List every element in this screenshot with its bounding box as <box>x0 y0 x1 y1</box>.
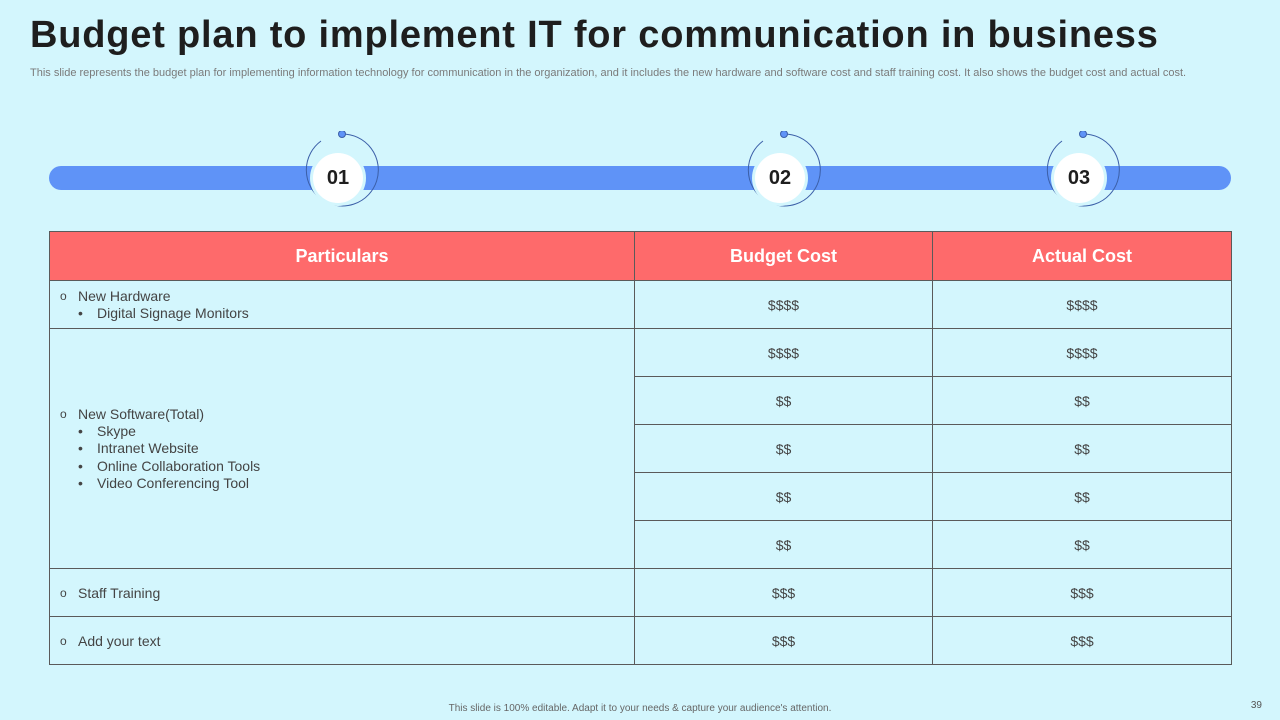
budget-cost-cell: $$$ <box>634 616 933 665</box>
item-label: Add your text <box>78 632 161 649</box>
sub-item: • Intranet Website <box>60 440 634 458</box>
particulars-cell: o New Hardware • Digital Signage Monitor… <box>49 280 635 329</box>
sub-item: • Video Conferencing Tool <box>60 475 634 493</box>
budget-table: Particulars Budget Cost Actual Cost o Ne… <box>49 231 1232 665</box>
step-arc-icon <box>305 131 379 207</box>
item-label: New Hardware <box>78 287 171 304</box>
budget-cost-cell: $$ <box>634 376 933 425</box>
sub-item: • Online Collaboration Tools <box>60 458 634 476</box>
actual-cost-cell: $$ <box>932 520 1232 569</box>
list-item: o Add your text <box>60 632 634 650</box>
particulars-cell: o New Software(Total) • Skype • Intranet… <box>49 328 635 569</box>
table-row: o Staff Training $$$ $$$ <box>49 568 1232 617</box>
bullet-icon: • <box>78 422 83 439</box>
circle-bullet-icon: o <box>60 585 67 600</box>
bullet-icon: • <box>78 475 83 491</box>
step-number-1: 01 <box>313 153 363 203</box>
budget-cost-cell: $$$$ <box>634 280 933 329</box>
header-actual-cost: Actual Cost <box>932 231 1232 281</box>
slide-title: Budget plan to implement IT for communic… <box>30 14 1159 56</box>
step-marker-3: 03 <box>1040 131 1120 211</box>
table-row: $$ $$ <box>50 520 1232 569</box>
table-header-row: Particulars Budget Cost Actual Cost <box>49 231 1232 281</box>
sub-item-label: Digital Signage Monitors <box>97 304 249 321</box>
table-row: o New Software(Total) • Skype • Intranet… <box>49 328 1232 569</box>
budget-cost-cell: $$ <box>634 472 933 521</box>
list-item: o New Hardware <box>60 287 634 305</box>
bullet-icon: • <box>78 457 83 474</box>
actual-cost-cell: $$$ <box>932 616 1232 665</box>
footer-note: This slide is 100% editable. Adapt it to… <box>448 703 832 714</box>
actual-cost-cell: $$$$ <box>932 280 1232 329</box>
circle-bullet-icon: o <box>60 633 67 648</box>
sub-item-label: Intranet Website <box>97 440 199 456</box>
table-row: o Add your text $$$ $$$ <box>49 616 1232 665</box>
circle-bullet-icon: o <box>60 406 67 421</box>
sub-item-label: Online Collaboration Tools <box>97 457 261 474</box>
actual-cost-cell: $$ <box>932 472 1232 521</box>
circle-bullet-icon: o <box>60 288 67 303</box>
step-arc-icon <box>1046 131 1120 207</box>
step-number-3: 03 <box>1054 153 1104 203</box>
item-label: New Software(Total) <box>78 405 205 422</box>
sub-item: • Skype <box>60 423 634 441</box>
budget-cost-cell: $$$$ <box>634 328 933 377</box>
actual-cost-cell: $$ <box>932 376 1232 425</box>
step-marker-1: 01 <box>299 131 379 211</box>
actual-cost-cell: $$ <box>932 424 1232 473</box>
table-row: o New Hardware • Digital Signage Monitor… <box>49 280 1232 329</box>
header-budget-cost: Budget Cost <box>634 231 933 281</box>
budget-cost-cell: $$ <box>634 424 933 473</box>
step-number-2: 02 <box>755 153 805 203</box>
bullet-icon: • <box>78 440 83 456</box>
actual-cost-cell: $$$ <box>932 568 1232 617</box>
budget-cost-cell: $$ <box>634 520 933 569</box>
header-particulars: Particulars <box>49 231 635 281</box>
item-label: Staff Training <box>78 584 161 601</box>
budget-cost-cell: $$$ <box>634 568 933 617</box>
sub-item-label: Skype <box>97 422 136 439</box>
page-number: 39 <box>1250 700 1262 711</box>
actual-cost-cell: $$$$ <box>932 328 1232 377</box>
slide-subtitle: This slide represents the budget plan fo… <box>30 67 1187 79</box>
sub-item: • Digital Signage Monitors <box>60 305 634 323</box>
step-arc-icon <box>747 131 821 207</box>
list-item: o Staff Training <box>60 584 634 602</box>
table-row: $$ $$ <box>50 424 1232 473</box>
sub-item-label: Video Conferencing Tool <box>97 475 250 491</box>
table-row: $$ $$ <box>50 376 1232 425</box>
timeline-bar <box>49 166 1231 190</box>
step-marker-2: 02 <box>741 131 821 211</box>
particulars-cell: o Add your text <box>49 616 635 665</box>
particulars-cell: o Staff Training <box>49 568 635 617</box>
list-item: o New Software(Total) <box>60 405 634 423</box>
bullet-icon: • <box>78 304 83 321</box>
